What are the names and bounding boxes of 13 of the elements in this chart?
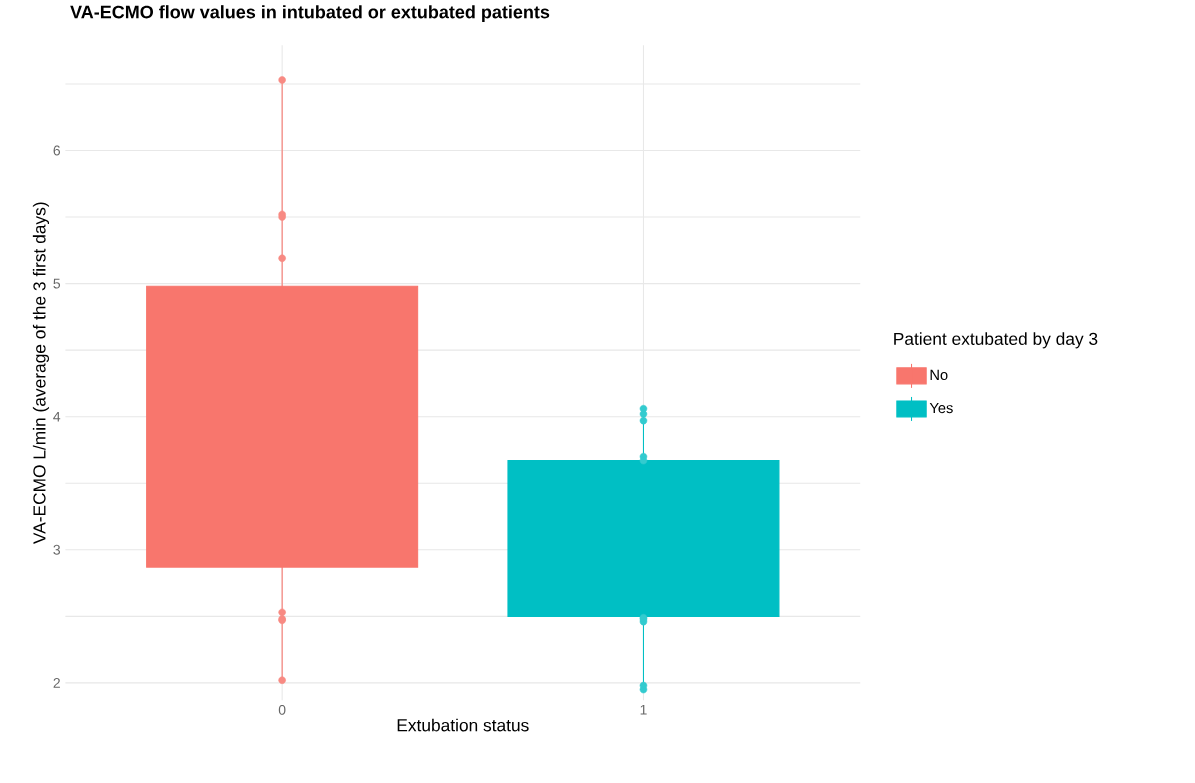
x-axis-title: Extubation status (397, 718, 529, 732)
y-tick-label: 2 (53, 678, 60, 688)
x-tick-label: 0 (278, 704, 286, 715)
chart-title: VA-ECMO flow values in intubated or extubated patients (70, 5, 550, 23)
y-tick-label: 6 (53, 145, 61, 156)
y-tick-label: 3 (53, 544, 61, 555)
legend-label: No (930, 369, 948, 381)
x-tick-label: 1 (640, 704, 647, 715)
y-tick-label: 5 (53, 278, 61, 289)
y-tick-label: 4 (53, 411, 61, 422)
legend-label: Yes (929, 402, 953, 414)
legend-title: Patient extubated by day 3 (894, 332, 1098, 349)
y-axis-title: VA-ECMO L/min (average of the 3 first days) (32, 202, 50, 545)
